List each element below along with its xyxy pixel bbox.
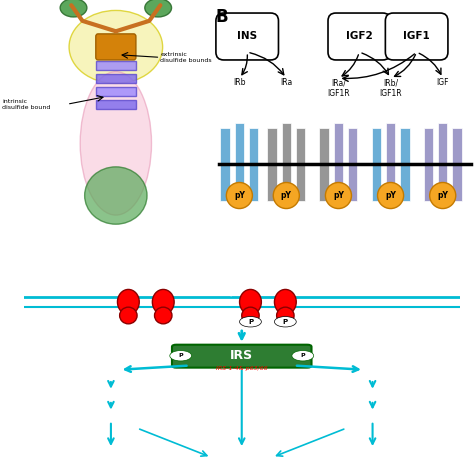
Bar [249, 128, 258, 201]
FancyBboxPatch shape [96, 34, 136, 60]
Bar [319, 128, 329, 201]
Ellipse shape [274, 290, 296, 314]
Ellipse shape [155, 307, 172, 324]
Text: PI3K: PI3K [99, 371, 123, 381]
Circle shape [377, 182, 404, 209]
Bar [348, 128, 357, 201]
FancyBboxPatch shape [328, 13, 391, 60]
Circle shape [274, 317, 296, 327]
Text: Cell growth
Differentiation: Cell growth Differentiation [217, 455, 267, 468]
Bar [334, 123, 343, 206]
Text: Ras: Ras [363, 371, 383, 381]
Text: P: P [248, 319, 253, 325]
Text: B: B [216, 8, 228, 26]
Text: pY: pY [385, 191, 396, 200]
Text: pY: pY [333, 191, 344, 200]
Bar [386, 123, 395, 206]
Bar [96, 61, 136, 71]
Text: IGF1: IGF1 [403, 31, 430, 42]
Text: Akt: Akt [101, 392, 120, 402]
Text: intrinsic
disulfide bound: intrinsic disulfide bound [2, 99, 51, 109]
FancyBboxPatch shape [216, 13, 279, 60]
Bar [296, 128, 305, 201]
FancyBboxPatch shape [385, 13, 448, 60]
Text: IRS-1-4& p63/66: IRS-1-4& p63/66 [216, 366, 268, 371]
Text: pY: pY [234, 191, 245, 200]
Polygon shape [259, 278, 277, 284]
Bar [400, 128, 410, 201]
Text: extrinsic
disulfide bounds: extrinsic disulfide bounds [160, 52, 212, 63]
Ellipse shape [239, 290, 261, 314]
Text: IRa: IRa [280, 78, 292, 87]
Text: INS: INS [237, 31, 257, 42]
Text: IGF2: IGF2 [346, 31, 373, 42]
Text: P: P [283, 319, 288, 325]
Bar [96, 74, 136, 83]
Ellipse shape [80, 72, 152, 215]
Bar [235, 123, 244, 206]
Bar [372, 128, 381, 201]
Bar [452, 128, 462, 201]
Circle shape [170, 351, 191, 361]
Ellipse shape [152, 290, 174, 314]
Text: IRS: IRS [230, 349, 253, 362]
Circle shape [429, 182, 456, 209]
Bar [424, 128, 433, 201]
Bar [220, 128, 230, 201]
Ellipse shape [118, 290, 139, 314]
Text: IRa/
IGF1R: IRa/ IGF1R [327, 78, 350, 98]
Circle shape [325, 182, 352, 209]
Text: GSK3: GSK3 [96, 413, 126, 423]
Ellipse shape [69, 10, 163, 83]
Bar [438, 123, 447, 206]
Text: ligand: ligand [197, 280, 225, 289]
Ellipse shape [119, 307, 137, 324]
Circle shape [273, 182, 300, 209]
Circle shape [292, 351, 314, 361]
Text: Mek: Mek [361, 392, 384, 402]
Bar [96, 100, 136, 109]
Text: General
gene expression: General gene expression [344, 455, 401, 468]
Ellipse shape [277, 307, 294, 324]
FancyBboxPatch shape [172, 345, 311, 368]
Circle shape [227, 182, 252, 209]
Text: pY: pY [281, 191, 292, 200]
Text: MAP kinase: MAP kinase [341, 413, 404, 423]
Ellipse shape [60, 0, 87, 17]
Text: IGF: IGF [437, 78, 449, 87]
Text: Glucose metabolism
Glycogen/lipid/protein synthesis: Glucose metabolism Glycogen/lipid/protei… [55, 455, 167, 468]
Text: P: P [178, 353, 183, 358]
Ellipse shape [242, 307, 259, 324]
Text: P: P [301, 353, 305, 358]
Bar [282, 123, 291, 206]
Text: IRb/
IGF1R: IRb/ IGF1R [379, 78, 402, 98]
Bar [267, 128, 277, 201]
Bar [96, 87, 136, 97]
Text: pY: pY [438, 191, 448, 200]
Text: IRb: IRb [233, 78, 246, 87]
Circle shape [239, 317, 261, 327]
Ellipse shape [145, 0, 172, 17]
Ellipse shape [85, 167, 147, 224]
